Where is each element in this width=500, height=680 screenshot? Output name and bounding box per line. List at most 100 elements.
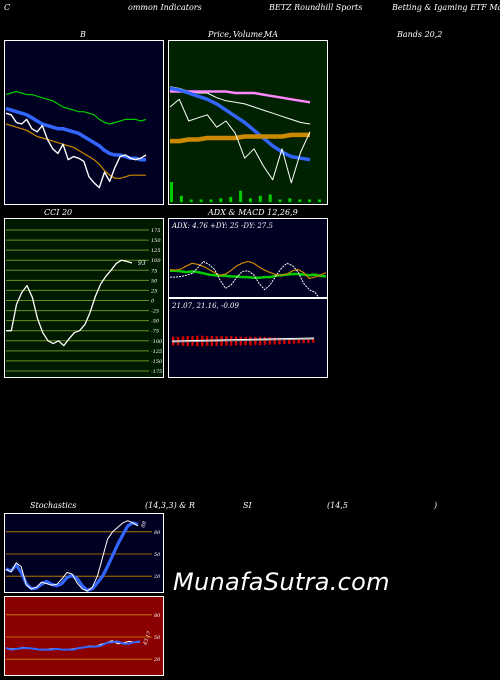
cci-tick-label: 100 (151, 258, 161, 264)
rsi-tick-label: 50 (154, 635, 161, 641)
price-volume-chart (168, 40, 328, 205)
stoch-d-line (5, 520, 139, 592)
panel-background (4, 513, 164, 593)
cci-tick-label: 25 (150, 288, 157, 294)
macd-histogram-bar (273, 337, 276, 345)
volume-bar (199, 199, 203, 202)
stoch-last-value: 88 (140, 521, 148, 529)
macd-histogram-bar (287, 338, 291, 344)
bollinger-title: B (80, 30, 86, 39)
ma-blue-line (169, 86, 311, 162)
watermark: MunafaSutra.com (173, 568, 390, 596)
cci-tick-label: -75 (151, 329, 159, 335)
macd-histogram-bar (283, 338, 286, 344)
macd-histogram-bar (307, 339, 310, 343)
volume-bar (170, 182, 173, 202)
stoch-tick-label: 50 (154, 552, 161, 558)
cci-title: CCI 20 (44, 208, 73, 217)
volume-bar (298, 199, 302, 202)
rsi-tick-label: 20 (153, 657, 161, 663)
macd-line (171, 337, 315, 342)
cci-tick-label: 75 (151, 268, 157, 274)
rsi-title: SI (243, 501, 252, 510)
panel-background (4, 218, 164, 378)
rsi-panel: 80 50 20 43.17 (4, 596, 164, 676)
volume-bar (239, 190, 243, 203)
macd-histogram-bar (254, 336, 257, 346)
cci-tick-label: -100 (151, 339, 163, 345)
ma-orange-line (170, 132, 310, 144)
macd-histogram-bar (263, 337, 267, 345)
macd-signal-line (171, 338, 315, 343)
header-indicators: ommon Indicators (128, 3, 202, 12)
adx-orange-line (169, 260, 327, 280)
bollinger-chart (4, 40, 164, 205)
cci-tick-label: 125 (151, 248, 161, 254)
cci-tick-label: 150 (151, 238, 161, 244)
volume-bar (219, 198, 223, 203)
volume-bar (308, 199, 312, 202)
cci-tick-label: -150 (151, 359, 163, 365)
cci-tick-label: -125 (151, 349, 162, 355)
stoch-title: Stochastics (30, 501, 77, 510)
volume-bar (278, 199, 282, 202)
stoch-tick-label: 20 (153, 574, 161, 580)
stoch-params: (14,3,3) & R (145, 501, 195, 510)
stoch-tick-label: 80 (154, 530, 161, 536)
panel-background (168, 218, 328, 298)
price-line (5, 112, 147, 189)
rsi-chart: 80 50 20 43.17 (4, 596, 164, 676)
macd-histogram-bar (244, 336, 247, 346)
adx-green-line (170, 269, 327, 279)
macd-histogram-bar (292, 338, 296, 344)
cci-tick-label: -175 (151, 369, 162, 375)
ma-pink-line (170, 90, 311, 104)
cci-chart: 175 150 125 100 75 50 25 0 -25 -50 -75 -100 -125 -150… (4, 218, 164, 378)
stochastics-chart: 80 50 20 88 (4, 513, 164, 593)
macd-histogram-bar (302, 338, 305, 344)
cci-panel: 175 150 125 100 75 50 25 0 -25 -50 -75 -100 -125 -150… (4, 218, 164, 378)
volume-bar (288, 198, 292, 203)
volume-bar (229, 197, 233, 202)
rsi-last-value: 43.17 (142, 630, 153, 647)
macd-histogram-bar (258, 336, 262, 346)
bands-title: Bands 20,2 (397, 30, 443, 39)
panel-background (4, 596, 164, 676)
adx-chart: ADX: 4.76 +DY: 25 -DY: 27.5 (168, 218, 328, 298)
stochastics-panel: 80 50 20 88 (4, 513, 164, 593)
macd-histogram-bar (297, 338, 300, 344)
volume-bar (318, 199, 321, 202)
cci-tick-label: -50 (151, 319, 160, 325)
volume-bar (179, 195, 183, 203)
bollinger-panel (4, 40, 164, 205)
price-title-3: MA (264, 30, 278, 39)
price-title-1: Price, (208, 30, 232, 39)
price-title-2: Volume, (233, 30, 266, 39)
volume-bar (189, 199, 193, 202)
adx-white-line (170, 260, 327, 298)
volume-bar (209, 199, 213, 202)
cci-tick-label: 175 (151, 228, 161, 234)
panel-background (4, 40, 164, 205)
rsi-blue-line (5, 640, 141, 651)
cci-tick-label: 50 (151, 278, 158, 284)
macd-panel: 21.07, 21.16, -0.09 (168, 298, 328, 378)
lower-band-line (5, 123, 146, 179)
adx-readout: ADX: 4.76 +DY: 25 -DY: 27.5 (171, 222, 273, 230)
adx-panel: ADX: 4.76 +DY: 25 -DY: 27.5 (168, 218, 328, 298)
stoch-k-line (5, 521, 139, 592)
header-full-name: Betting & Igaming ETF Main (392, 3, 500, 12)
price-panel (168, 40, 328, 205)
cci-tick-label: -25 (151, 309, 159, 315)
rsi-tick-label: 80 (154, 613, 161, 619)
cci-tick-label: 0 (151, 299, 155, 305)
macd-histogram-bar (312, 339, 315, 343)
macd-histogram-bar (278, 337, 281, 345)
volume-bar (248, 198, 252, 203)
upper-band-line (5, 90, 147, 125)
rsi-params: (14,5 (327, 501, 348, 510)
header-left: C (4, 3, 11, 12)
rsi-close: ) (434, 501, 438, 510)
cci-line (6, 259, 133, 347)
volume-bar (268, 194, 272, 202)
